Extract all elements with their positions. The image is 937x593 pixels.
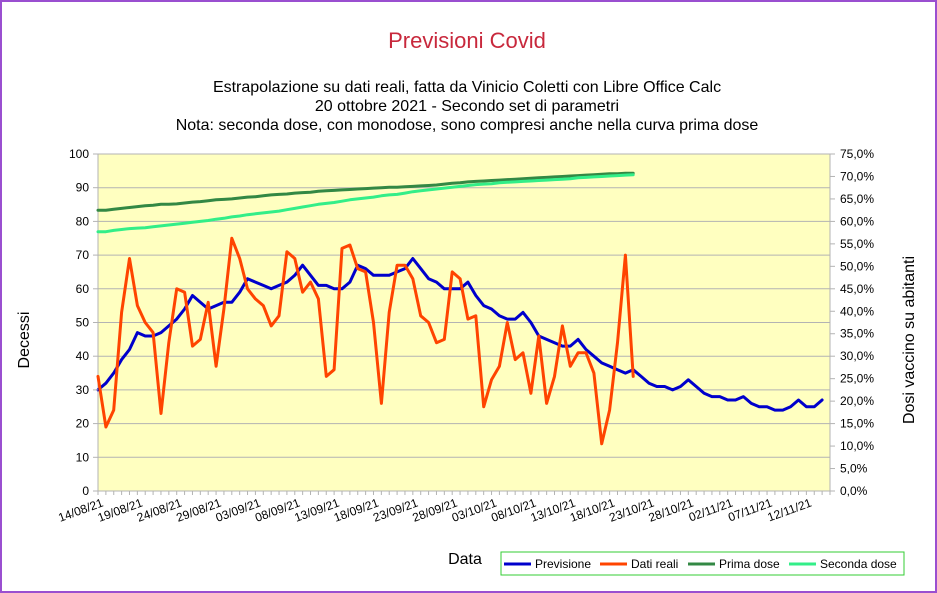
y-tick-label: 30	[76, 383, 90, 397]
y2-tick-label: 60,0%	[840, 214, 874, 228]
series-layer	[96, 171, 824, 446]
series-line-previsione	[96, 257, 824, 412]
y2-tick-label: 65,0%	[840, 192, 874, 206]
legend: Previsione Dati reali Prima dose Seconda do…	[500, 551, 905, 576]
y-axis-left-ticks: 0 10 20 30 40 50 60 70 80 90 100	[69, 147, 98, 498]
y-tick-label: 80	[76, 214, 90, 228]
legend-entry: Previsione	[535, 557, 591, 571]
x-axis-ticks: 14/08/2119/08/2124/08/2129/08/2103/09/21…	[56, 491, 831, 525]
y-axis-right-ticks: 0,0% 5,0% 10,0% 15,0% 20,0% 25,0% 30,0% 35,0% 40…	[830, 147, 874, 498]
y-tick-label: 20	[76, 417, 90, 431]
chart-subtitle-line-3: Nota: seconda dose, con monodose, sono c…	[176, 117, 759, 134]
y2-tick-label: 20,0%	[840, 394, 874, 408]
y2-tick-label: 30,0%	[840, 349, 874, 363]
y2-tick-label: 50,0%	[840, 259, 874, 273]
y2-tick-label: 75,0%	[840, 147, 874, 161]
legend-entry: Prima dose	[719, 557, 780, 571]
legend-entry: Seconda dose	[820, 557, 897, 571]
y-tick-label: 100	[69, 147, 89, 161]
y-tick-label: 0	[82, 484, 89, 498]
series-line-seconda-dose	[96, 173, 635, 234]
grid-lines	[98, 153, 830, 492]
y-tick-label: 10	[76, 450, 90, 464]
y2-tick-label: 10,0%	[840, 439, 874, 453]
legend-entry: Dati reali	[631, 557, 678, 571]
series-line-dati-reali	[96, 236, 635, 446]
y2-tick-label: 0,0%	[840, 484, 868, 498]
y-axis-right-title: Dosi vaccino su abitanti	[901, 256, 918, 424]
y2-tick-label: 5,0%	[840, 462, 868, 476]
x-tick-label: 12/11/21	[766, 496, 814, 525]
y-tick-label: 70	[76, 248, 90, 262]
y2-tick-label: 55,0%	[840, 237, 874, 251]
chart-title: Previsioni Covid	[388, 28, 546, 53]
y-tick-label: 50	[76, 316, 90, 330]
y2-tick-label: 40,0%	[840, 304, 874, 318]
y2-tick-label: 35,0%	[840, 327, 874, 341]
y2-tick-label: 15,0%	[840, 417, 874, 431]
y-axis-left-title: Decessi	[16, 312, 33, 369]
y2-tick-label: 45,0%	[840, 282, 874, 296]
y2-tick-label: 70,0%	[840, 169, 874, 183]
series-line-prima-dose	[96, 171, 635, 212]
y2-tick-label: 25,0%	[840, 372, 874, 386]
y-tick-label: 90	[76, 181, 90, 195]
y-tick-label: 40	[76, 349, 90, 363]
chart-subtitle-line-2: 20 ottobre 2021 - Secondo set di paramet…	[315, 98, 619, 115]
x-axis-title: Data	[448, 551, 482, 568]
chart-subtitle-line-1: Estrapolazione su dati reali, fatta da V…	[213, 79, 721, 96]
y-tick-label: 60	[76, 282, 90, 296]
